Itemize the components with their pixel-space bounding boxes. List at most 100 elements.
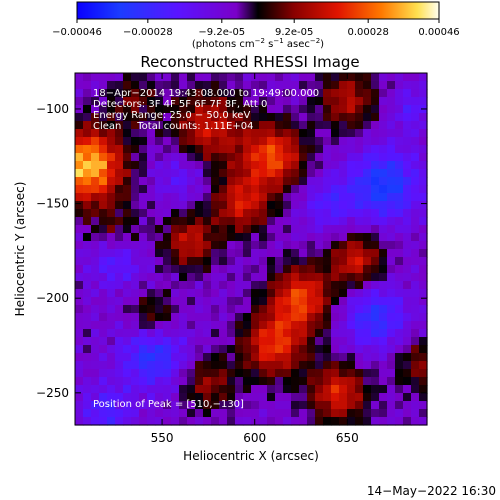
heatmap-cell — [75, 137, 84, 146]
heatmap-cell — [323, 297, 332, 306]
heatmap-cell — [355, 73, 364, 82]
heatmap-cell — [131, 417, 140, 426]
heatmap-cell — [251, 81, 260, 90]
heatmap-cell — [283, 89, 292, 98]
heatmap-cell — [115, 329, 124, 338]
heatmap-cell — [227, 209, 236, 218]
heatmap-cell — [347, 265, 356, 274]
heatmap-cell — [195, 193, 204, 202]
heatmap-cell — [91, 217, 100, 226]
heatmap-cell — [243, 161, 252, 170]
heatmap-cell — [331, 313, 340, 322]
heatmap-cell — [155, 409, 164, 418]
heatmap-cell — [291, 105, 300, 114]
heatmap-cell — [331, 337, 340, 346]
heatmap-cell — [403, 265, 412, 274]
heatmap-cell — [315, 353, 324, 362]
heatmap-cell — [179, 241, 188, 250]
heatmap-cell — [235, 193, 244, 202]
heatmap-cell — [115, 321, 124, 330]
heatmap-cell — [347, 73, 356, 82]
heatmap-cell — [291, 409, 300, 418]
heatmap-cell — [139, 417, 148, 426]
heatmap-cell — [307, 321, 316, 330]
heatmap-cell — [243, 145, 252, 154]
heatmap-cell — [355, 289, 364, 298]
heatmap-cell — [379, 113, 388, 122]
heatmap-cell — [395, 369, 404, 378]
heatmap-cell — [171, 361, 180, 370]
heatmap-cell — [339, 273, 348, 282]
heatmap-cell — [195, 249, 204, 258]
heatmap-cell — [251, 177, 260, 186]
heatmap-cell — [363, 209, 372, 218]
heatmap-cell — [395, 321, 404, 330]
heatmap-cell — [259, 129, 268, 138]
heatmap-cell — [387, 233, 396, 242]
heatmap-cell — [371, 73, 380, 82]
heatmap-cell — [235, 73, 244, 82]
heatmap-cell — [323, 105, 332, 114]
heatmap-cell — [315, 417, 324, 426]
heatmap-cell — [227, 329, 236, 338]
heatmap-cell — [347, 329, 356, 338]
heatmap-cell — [211, 209, 220, 218]
heatmap-cell — [267, 177, 276, 186]
heatmap-cell — [379, 233, 388, 242]
heatmap-cell — [275, 273, 284, 282]
heatmap-cell — [323, 281, 332, 290]
heatmap-cell — [227, 129, 236, 138]
heatmap-cell — [275, 97, 284, 106]
heatmap-cell — [171, 321, 180, 330]
heatmap-cell — [195, 81, 204, 90]
heatmap-cell — [75, 345, 84, 354]
heatmap-cell — [139, 377, 148, 386]
heatmap-cell — [379, 329, 388, 338]
heatmap-cell — [275, 321, 284, 330]
heatmap-cell — [259, 209, 268, 218]
axis-ticks: 550 600 650−100−150−200−250 — [36, 73, 427, 445]
heatmap-cell — [235, 305, 244, 314]
heatmap-cell — [115, 249, 124, 258]
heatmap-cell — [419, 409, 428, 418]
heatmap-cell — [299, 345, 308, 354]
heatmap-cell — [195, 185, 204, 194]
heatmap-cell — [195, 289, 204, 298]
heatmap-cell — [347, 313, 356, 322]
heatmap-cell — [307, 241, 316, 250]
heatmap-cell — [155, 113, 164, 122]
colorbar-tick-label: 0.00046 — [418, 27, 459, 38]
heatmap-cell — [259, 73, 268, 82]
heatmap-cell — [219, 185, 228, 194]
heatmap-cell — [75, 289, 84, 298]
heatmap-cell — [123, 377, 132, 386]
heatmap-cell — [115, 241, 124, 250]
heatmap-cell — [259, 249, 268, 258]
heatmap-cell — [379, 249, 388, 258]
heatmap-cell — [379, 145, 388, 154]
heatmap-cell — [403, 129, 412, 138]
heatmap-cell — [251, 393, 260, 402]
x-tick-label: 550 — [151, 431, 174, 445]
heatmap-cell — [363, 417, 372, 426]
heatmap-cell — [179, 113, 188, 122]
heatmap-cell — [235, 225, 244, 234]
heatmap-cell — [115, 105, 124, 114]
heatmap-cell — [115, 353, 124, 362]
heatmap-cell — [379, 225, 388, 234]
heatmap-cell — [195, 313, 204, 322]
heatmap-cell — [203, 161, 212, 170]
heatmap-cell — [267, 201, 276, 210]
heatmap-cell — [307, 225, 316, 234]
heatmap-cell — [219, 297, 228, 306]
heatmap-cell — [211, 105, 220, 114]
heatmap-cell — [187, 177, 196, 186]
heatmap-cell — [339, 89, 348, 98]
heatmap-cell — [75, 249, 84, 258]
heatmap-cell — [99, 313, 108, 322]
heatmap-cell — [179, 129, 188, 138]
heatmap-cell — [299, 281, 308, 290]
heatmap-cell — [259, 321, 268, 330]
heatmap-cell — [267, 257, 276, 266]
heatmap-cell — [307, 401, 316, 410]
